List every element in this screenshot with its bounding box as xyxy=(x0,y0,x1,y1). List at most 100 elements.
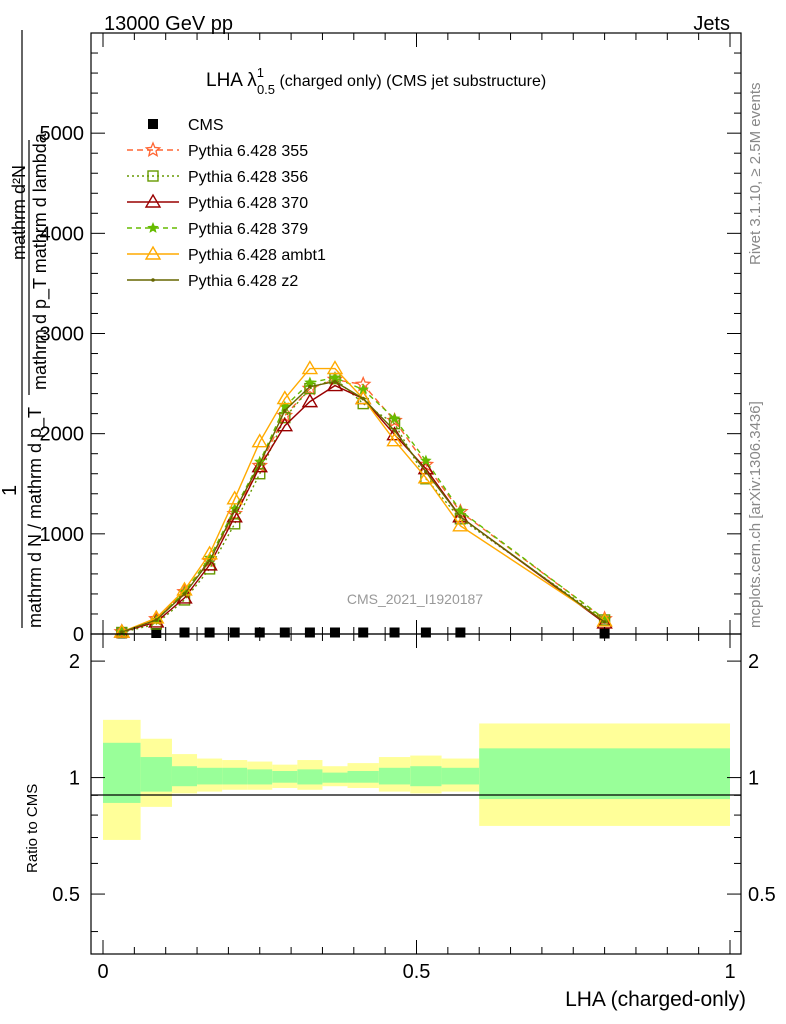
ratio-band-inner xyxy=(247,769,273,785)
series-line xyxy=(121,367,605,633)
legend-label: Pythia 6.428 356 xyxy=(188,169,308,186)
series-point xyxy=(226,490,243,505)
series-point xyxy=(228,518,241,530)
legend-marker xyxy=(151,278,155,282)
ratio-band-inner xyxy=(441,767,480,785)
ratio-ytick-label-right: 0.5 xyxy=(748,884,776,906)
main-ytick-label: 3000 xyxy=(40,324,85,346)
legend-label: Pythia 6.428 370 xyxy=(188,195,308,212)
ratio-ytick-label-left: 2 xyxy=(69,651,80,673)
ratio-xtick-label: 0 xyxy=(97,961,108,983)
cms-point xyxy=(329,627,340,638)
plot-title-rest: (charged only) (CMS jet substructure) xyxy=(275,73,546,90)
plot-title-sup: 1 xyxy=(257,65,264,80)
plot-title-sub: 0.5 xyxy=(257,82,275,97)
legend-label: Pythia 6.428 355 xyxy=(188,143,308,160)
ratio-ylabel: Ratio to CMS xyxy=(24,784,41,873)
series-point xyxy=(232,508,237,513)
ratio-band-inner xyxy=(222,767,248,785)
ratio-ytick-label-right: 1 xyxy=(748,768,759,790)
series-point xyxy=(602,620,607,624)
ylabel-one: 1 xyxy=(0,485,21,496)
cms-point xyxy=(279,627,290,638)
series-point xyxy=(388,412,401,424)
legend: CMS Pythia 6.428 355 Pythia 6.428 356 Pythi… xyxy=(127,117,326,290)
ratio-ytick-label-left: 0.5 xyxy=(52,884,80,906)
series-point xyxy=(420,454,432,466)
series-point xyxy=(251,458,268,473)
ratio-band-inner xyxy=(410,766,442,787)
series-point xyxy=(279,411,291,424)
series-point xyxy=(276,390,294,405)
series-point xyxy=(326,377,344,392)
series-cms xyxy=(116,627,610,639)
ratio-band-inner xyxy=(479,748,730,800)
cms-point xyxy=(229,627,240,638)
ylabel-denominator: mathrm d p_T mathrm d lambda xyxy=(30,132,51,390)
ratio-xlabel: LHA (charged-only) xyxy=(565,988,746,1011)
legend-marker xyxy=(148,119,158,129)
main-ytick-label: 0 xyxy=(73,624,84,646)
legend-item: CMS xyxy=(148,117,224,134)
legend-marker xyxy=(147,170,159,182)
main-ytick-label: 5000 xyxy=(40,123,85,145)
plot-title-main: LHA λ xyxy=(206,70,257,91)
series-point xyxy=(354,390,372,405)
legend-item: Pythia 6.428 356 xyxy=(127,169,308,186)
legend-marker xyxy=(144,245,162,260)
series-point xyxy=(283,408,287,413)
series-point xyxy=(452,508,469,523)
rivet-side-label: Rivet 3.1.10, ≥ 2.5M events xyxy=(747,83,764,266)
series-point xyxy=(308,384,312,389)
series-point xyxy=(458,515,463,519)
main-ytick-label: 2000 xyxy=(40,424,85,446)
series-line xyxy=(121,377,606,634)
plot-title: LHA λ1 0.5 (charged only) (CMS jet substr… xyxy=(206,65,546,97)
legend-item: Pythia 6.428 ambt1 xyxy=(127,245,326,264)
ratio-ytick-label-left: 1 xyxy=(69,768,80,790)
series-point xyxy=(326,360,344,375)
ratio-ytick-label-right: 2 xyxy=(748,651,759,673)
series-point xyxy=(452,517,469,532)
legend-item: Pythia 6.428 379 xyxy=(127,221,308,238)
series-point xyxy=(251,433,268,448)
cms-point xyxy=(420,627,431,638)
series-point xyxy=(301,393,319,408)
series-point xyxy=(154,618,159,622)
header-energy-label: 13000 GeV pp xyxy=(104,13,233,35)
series-point xyxy=(424,469,428,474)
ratio-band-inner xyxy=(322,772,348,783)
series-point xyxy=(207,559,212,563)
series-pythia-6-428-z2 xyxy=(120,379,607,634)
series-point xyxy=(120,630,124,634)
ratio-panel: 0.5 0.5 1 1 2 2 0 0.5 1 Ratio to CMS LHA (charge… xyxy=(24,633,776,1011)
legend-label: Pythia 6.428 z2 xyxy=(188,273,298,290)
cms-point xyxy=(151,627,162,638)
main-ylabel: mathrm d²N mathrm d p_T mathrm d lambda … xyxy=(0,30,51,628)
legend-item: Pythia 6.428 z2 xyxy=(127,273,298,290)
ratio-xtick-label: 0.5 xyxy=(403,961,431,983)
series-point xyxy=(301,360,319,375)
mcplots-side-label: mcplots.cern.ch [arXiv:1306.3436] xyxy=(747,401,764,628)
series-point xyxy=(361,396,366,401)
legend-marker xyxy=(147,221,159,233)
ratio-band-inner xyxy=(272,770,298,783)
ratio-band-inner xyxy=(347,770,379,783)
cms-point xyxy=(204,627,215,638)
legend-marker xyxy=(144,141,162,158)
ratio-xtick-label: 1 xyxy=(724,961,735,983)
legend-label: Pythia 6.428 379 xyxy=(188,221,308,238)
series-point xyxy=(386,432,403,447)
ratio-band-inner xyxy=(197,767,223,785)
ylabel-dn-dpt: mathrm d N / mathrm d p_T xyxy=(25,407,46,628)
ratio-band-inner xyxy=(297,769,323,785)
cms-point xyxy=(304,627,315,638)
main-panel: CMS_2021_I1920187 010002000300040005000 … xyxy=(0,30,742,646)
series-point xyxy=(182,592,187,596)
series-line xyxy=(121,376,606,633)
series-point xyxy=(201,556,218,571)
series-point xyxy=(333,379,337,384)
legend-item: Pythia 6.428 370 xyxy=(127,193,308,212)
series-pythia-6-428-ambt1 xyxy=(113,360,613,638)
